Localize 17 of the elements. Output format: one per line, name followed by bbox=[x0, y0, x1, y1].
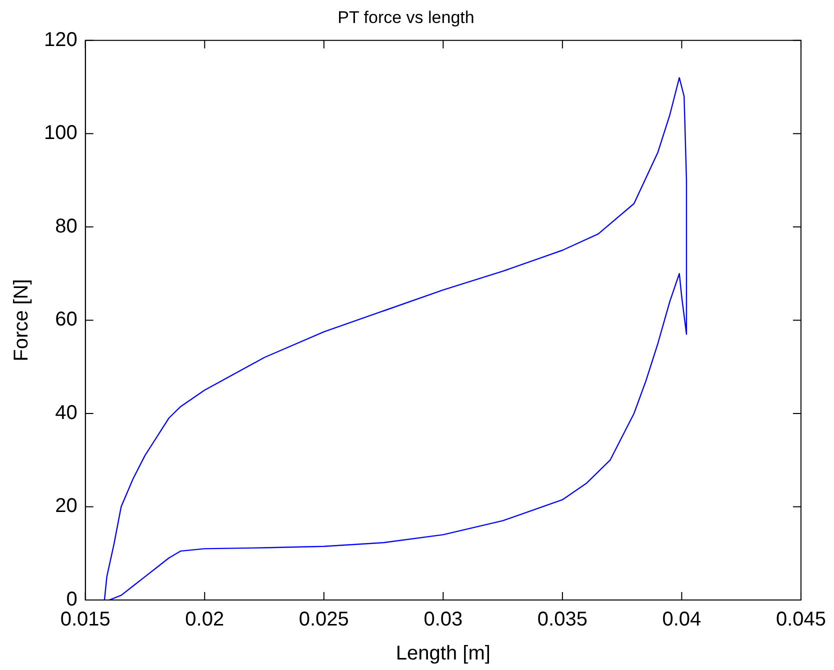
y-tick-label: 60 bbox=[55, 308, 78, 331]
x-tick-label: 0.015 bbox=[60, 608, 110, 631]
x-axis-title: Length [m] bbox=[396, 642, 490, 665]
y-axis-title: Force [N] bbox=[10, 279, 33, 362]
x-tick-label: 0.025 bbox=[298, 608, 349, 631]
x-tick-label: 0.04 bbox=[662, 608, 702, 631]
chart-title: PT force vs length bbox=[338, 8, 474, 27]
x-tick-label: 0.02 bbox=[185, 608, 224, 631]
y-tick-label: 40 bbox=[55, 402, 78, 424]
y-tick-label: 20 bbox=[55, 495, 78, 518]
y-tick-label: 80 bbox=[55, 215, 78, 238]
y-tick-label: 100 bbox=[44, 122, 78, 144]
x-tick-label: 0.035 bbox=[537, 608, 588, 631]
x-tick-label: 0.03 bbox=[424, 608, 463, 631]
y-tick-label: 120 bbox=[44, 28, 78, 51]
y-tick-label: 0 bbox=[66, 588, 78, 611]
x-tick-label: 0.045 bbox=[776, 608, 826, 631]
